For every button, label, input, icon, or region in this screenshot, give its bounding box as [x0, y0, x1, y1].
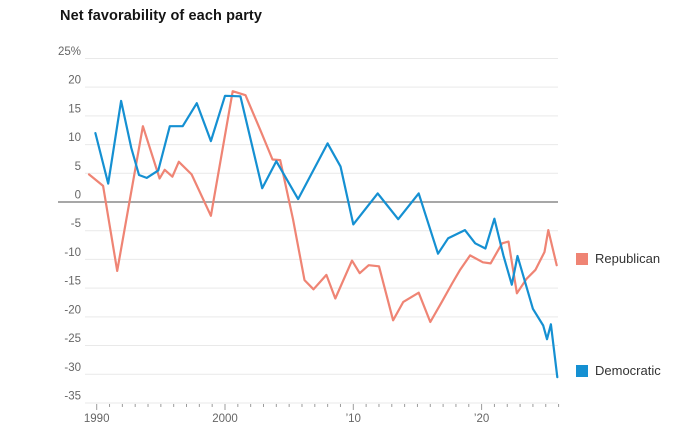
legend-item-democratic: Democratic [576, 363, 661, 378]
svg-text:-35: -35 [64, 390, 81, 402]
legend-label-democratic: Democratic [595, 363, 661, 378]
legend-item-republican: Republican [576, 251, 660, 266]
svg-text:5: 5 [75, 161, 81, 173]
legend-label-republican: Republican [595, 251, 661, 266]
svg-text:2000: 2000 [212, 413, 238, 425]
svg-text:0: 0 [75, 190, 81, 202]
svg-text:-25: -25 [64, 333, 81, 345]
svg-text:-5: -5 [71, 218, 81, 230]
svg-text:25%: 25% [58, 46, 81, 58]
svg-text:10: 10 [68, 132, 81, 144]
svg-text:-30: -30 [64, 362, 81, 374]
svg-text:’20: ’20 [474, 413, 489, 425]
svg-text:-15: -15 [64, 276, 81, 288]
svg-text:-20: -20 [64, 304, 81, 316]
democratic-line [94, 94, 559, 379]
svg-text:20: 20 [68, 75, 81, 87]
svg-text:1990: 1990 [84, 413, 110, 425]
republican-line [87, 90, 558, 324]
svg-text:15: 15 [68, 103, 81, 115]
svg-text:’10: ’10 [346, 413, 361, 425]
democratic-swatch-icon [576, 364, 588, 377]
svg-text:-10: -10 [64, 247, 81, 259]
republican-swatch-icon [576, 252, 588, 265]
chart-title: Net favorability of each party [60, 8, 263, 24]
